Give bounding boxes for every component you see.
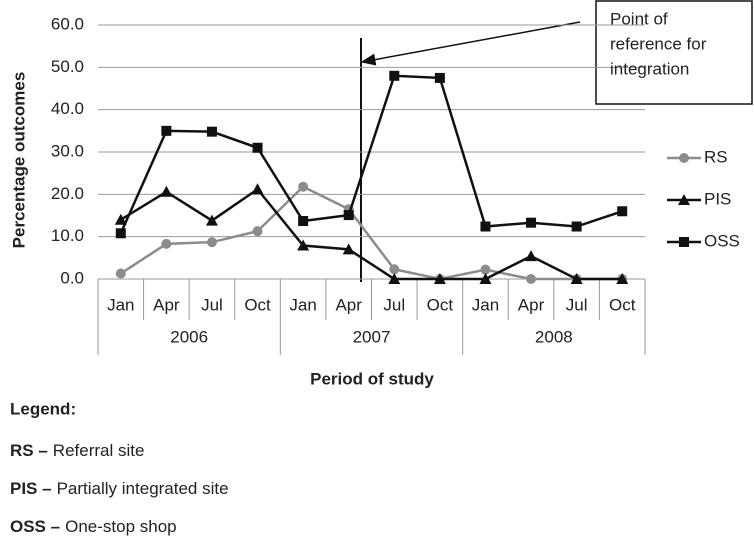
annotation-text: reference for xyxy=(610,34,707,53)
annotation-text: integration xyxy=(610,59,689,78)
x-tick-label: Oct xyxy=(609,295,636,314)
y-tick-label: 0.0 xyxy=(60,268,84,287)
annotation-text: Point of xyxy=(610,9,668,28)
data-point xyxy=(479,273,492,284)
data-point xyxy=(433,273,446,284)
legend-label: OSS xyxy=(704,231,740,250)
data-point xyxy=(252,142,263,153)
data-point xyxy=(298,181,309,192)
data-point xyxy=(206,126,217,137)
y-tick-label: 50.0 xyxy=(51,57,84,76)
x-tick-label: Jul xyxy=(201,295,223,314)
notes-abbr: OSS – xyxy=(10,517,60,536)
annotation-arrow xyxy=(360,21,581,66)
legend-marker xyxy=(679,237,689,247)
series-line xyxy=(120,185,623,281)
x-tick-label: Oct xyxy=(244,295,271,314)
data-point xyxy=(616,273,629,284)
data-point xyxy=(115,228,126,239)
legend-label: RS xyxy=(704,147,728,166)
x-group-label: 2006 xyxy=(170,327,208,346)
data-point xyxy=(525,250,538,262)
x-tick-label: Jan xyxy=(289,295,316,314)
legend-marker xyxy=(678,194,690,205)
data-point xyxy=(526,274,537,284)
data-point xyxy=(617,206,628,217)
data-point xyxy=(388,273,401,284)
x-tick-label: Jul xyxy=(566,295,588,314)
notes-text: Partially integrated site xyxy=(57,479,229,498)
data-point xyxy=(115,268,126,279)
annotation-box xyxy=(595,0,753,105)
data-point xyxy=(480,221,491,232)
data-point xyxy=(480,264,491,275)
series-line xyxy=(119,74,623,234)
x-tick-label: Jan xyxy=(472,295,499,314)
notes-item: PIS – Partially integrated site xyxy=(10,479,229,498)
y-tick-label: 40.0 xyxy=(51,99,84,118)
data-point xyxy=(434,72,445,83)
data-point xyxy=(206,237,217,248)
data-point xyxy=(205,214,218,226)
x-tick-label: Oct xyxy=(427,295,454,314)
notes-abbr: PIS – xyxy=(10,479,52,498)
notes-text: Referral site xyxy=(53,441,145,460)
series-line xyxy=(120,187,623,281)
x-tick-label: Jul xyxy=(383,295,405,314)
data-point xyxy=(297,239,310,251)
y-tick-label: 30.0 xyxy=(51,141,84,160)
y-tick-label: 20.0 xyxy=(51,184,84,203)
data-point xyxy=(160,185,173,197)
notes-abbr: RS – xyxy=(10,441,48,460)
y-tick-label: 10.0 xyxy=(51,226,84,245)
notes-item: OSS – One-stop shop xyxy=(10,517,177,536)
data-point xyxy=(526,217,537,228)
x-tick-label: Apr xyxy=(153,295,180,314)
notes-item: RS – Referral site xyxy=(10,441,144,460)
data-point xyxy=(343,210,354,221)
data-point xyxy=(570,273,583,284)
x-tick-label: Apr xyxy=(335,295,362,314)
data-point xyxy=(114,213,127,225)
x-group-label: 2008 xyxy=(535,327,573,346)
data-point xyxy=(298,216,309,227)
data-point xyxy=(252,226,263,237)
x-group-label: 2007 xyxy=(353,327,391,346)
legend-marker xyxy=(679,153,689,163)
data-point xyxy=(161,238,172,249)
x-tick-label: Apr xyxy=(518,295,545,314)
legend-label: PIS xyxy=(704,189,731,208)
data-point xyxy=(571,221,582,232)
data-point xyxy=(161,125,172,136)
notes-text: One-stop shop xyxy=(65,517,177,536)
data-point xyxy=(342,243,355,255)
y-tick-label: 60.0 xyxy=(51,14,84,33)
x-tick-label: Jan xyxy=(107,295,134,314)
x-axis-label: Period of study xyxy=(310,369,434,388)
notes-heading: Legend: xyxy=(10,399,76,418)
data-point xyxy=(251,183,264,195)
y-axis-label: Percentage outcomes xyxy=(9,72,28,249)
data-point xyxy=(389,70,400,81)
data-point xyxy=(389,264,400,275)
